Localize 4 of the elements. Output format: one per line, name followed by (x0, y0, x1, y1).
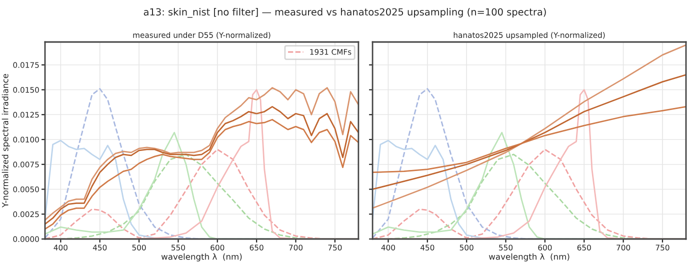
x-axis-title: wavelength λ (nm) (161, 253, 242, 262)
text: a13: skin_nist [no filter] — measured vs hanatos2025 upsampling (n=100 spectra) (144, 8, 546, 18)
y-axis-title: Y-normalized spectral irradiance (2, 74, 10, 208)
x-axis-title: wavelength λ (nm) (488, 253, 570, 262)
